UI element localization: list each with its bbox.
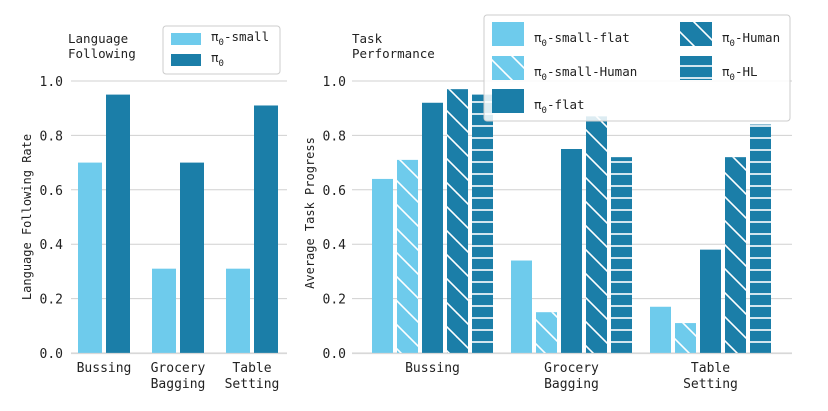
y-tick-labels: 0.0 0.2 0.4 0.6 0.8 1.0 xyxy=(323,75,347,362)
x-tick-label: Bussing xyxy=(77,361,132,376)
legend-swatch xyxy=(171,33,201,45)
legend-label-base: π xyxy=(534,30,542,45)
bar xyxy=(254,105,278,353)
x-tick-label: Table xyxy=(691,361,730,376)
y-tick-label: 0.4 xyxy=(323,238,347,253)
legend-label-sub: 0 xyxy=(219,38,224,48)
legend-label-sub: 0 xyxy=(542,73,547,83)
legend-swatch xyxy=(492,89,524,113)
bar-hatch xyxy=(611,157,632,353)
y-tick-label: 0.2 xyxy=(323,293,346,308)
legend-label-sub: 0 xyxy=(730,73,735,83)
bar xyxy=(561,149,582,353)
legend-label-sub: 0 xyxy=(542,106,547,116)
legend-label-base: π xyxy=(534,97,542,112)
y-tick-label: 0.4 xyxy=(40,238,64,253)
bar xyxy=(226,268,250,353)
y-tick-label: 1.0 xyxy=(40,75,63,90)
x-tick-label: Table xyxy=(232,361,271,376)
legend-label: π0-flat xyxy=(534,97,585,116)
legend-swatch-hatch xyxy=(680,56,712,80)
legend-frame xyxy=(483,14,791,122)
legend-label: π0-small-flat xyxy=(534,30,630,49)
bar xyxy=(180,162,204,353)
bar-hatch xyxy=(472,94,493,353)
chart-title-line-1: Task xyxy=(352,31,383,46)
bars xyxy=(352,89,792,355)
bar-hatch xyxy=(447,89,468,353)
legend-label-base: π xyxy=(211,50,219,65)
legend-swatch xyxy=(171,54,201,66)
legend-label-base: π xyxy=(722,64,730,79)
x-tick-label: Bagging xyxy=(151,377,206,392)
y-tick-labels: 0.0 0.2 0.4 0.6 0.8 1.0 xyxy=(40,75,64,362)
chart-title-line-2: Performance xyxy=(352,46,435,61)
legend-label-base: π xyxy=(534,64,542,79)
y-tick-label: 0.0 xyxy=(40,347,63,362)
y-axis-label: Language Following Rate xyxy=(20,134,34,300)
legend-label: π0-Human xyxy=(722,30,780,49)
x-tick-label: Grocery xyxy=(151,361,206,376)
bar xyxy=(152,268,176,353)
bar xyxy=(422,102,443,353)
bar-hatch xyxy=(586,116,607,353)
legend-label: π0-small xyxy=(211,29,269,48)
y-tick-label: 0.2 xyxy=(40,293,63,308)
x-tick-label: Bussing xyxy=(405,361,460,376)
legend-swatch-hatch xyxy=(492,56,524,80)
y-tick-label: 0.6 xyxy=(40,184,63,199)
y-tick-label: 0.8 xyxy=(323,129,346,144)
bar-hatch xyxy=(750,124,771,354)
bar-hatch xyxy=(675,323,696,353)
legend: π0-small-flatπ0-small-Humanπ0-flatπ0-Hum… xyxy=(483,14,791,122)
y-axis-label: Average Task Progress xyxy=(303,137,317,289)
bar xyxy=(78,162,102,353)
y-tick-label: 0.8 xyxy=(40,129,63,144)
x-tick-label: Bagging xyxy=(544,377,599,392)
legend-swatch-hatch xyxy=(680,22,712,46)
legend-label-rest: -HL xyxy=(735,64,758,79)
legend-label-base: π xyxy=(211,29,219,44)
legend-label-base: π xyxy=(722,30,730,45)
legend-swatch xyxy=(492,22,524,46)
language-following-chart: Language Following 0.0 0.2 0.4 0.6 0.8 1.0 Bu… xyxy=(20,25,287,392)
legend-label-rest: -small-flat xyxy=(547,30,630,45)
legend-label-sub: 0 xyxy=(219,59,224,69)
task-performance-chart: Task Performance 0.0 0.2 0.4 0.6 0.8 1.0 Buss… xyxy=(303,14,792,392)
bar xyxy=(106,94,130,353)
bars xyxy=(71,94,287,355)
legend-label-sub: 0 xyxy=(542,39,547,49)
y-tick-label: 1.0 xyxy=(323,75,346,90)
legend-label-rest: -flat xyxy=(547,97,585,112)
bar xyxy=(700,249,721,353)
chart-title-line-2: Following xyxy=(68,46,136,61)
legend-label: π0-small-Human xyxy=(534,64,637,83)
bar xyxy=(511,260,532,353)
legend-label: π0-HL xyxy=(722,64,758,83)
bar xyxy=(372,178,393,353)
legend-label-sub: 0 xyxy=(730,39,735,49)
bar-hatch xyxy=(397,159,418,353)
x-tick-label: Grocery xyxy=(544,361,599,376)
legend-label-rest: -small-Human xyxy=(547,64,637,79)
legend-label-rest: -Human xyxy=(735,30,780,45)
legend-label: π0 xyxy=(211,50,224,69)
bar-hatch xyxy=(536,312,557,353)
bar-hatch xyxy=(725,157,746,353)
bar xyxy=(650,306,671,353)
legend-label-rest: -small xyxy=(224,29,269,44)
y-tick-label: 0.0 xyxy=(323,347,346,362)
chart-title-line-1: Language xyxy=(68,31,128,46)
y-tick-label: 0.6 xyxy=(323,184,346,199)
x-tick-label: Setting xyxy=(683,377,738,392)
x-tick-label: Setting xyxy=(225,377,280,392)
